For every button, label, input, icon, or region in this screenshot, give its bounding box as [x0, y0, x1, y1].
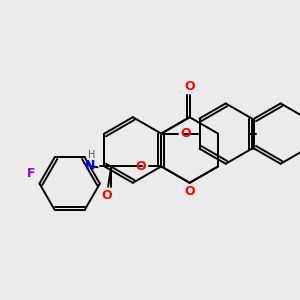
Text: O: O — [184, 80, 195, 93]
Text: F: F — [27, 167, 36, 181]
Text: N: N — [85, 159, 96, 172]
Text: H: H — [88, 150, 96, 160]
Text: O: O — [184, 185, 195, 198]
Text: O: O — [135, 160, 146, 173]
Text: O: O — [180, 127, 191, 140]
Text: O: O — [101, 189, 112, 202]
